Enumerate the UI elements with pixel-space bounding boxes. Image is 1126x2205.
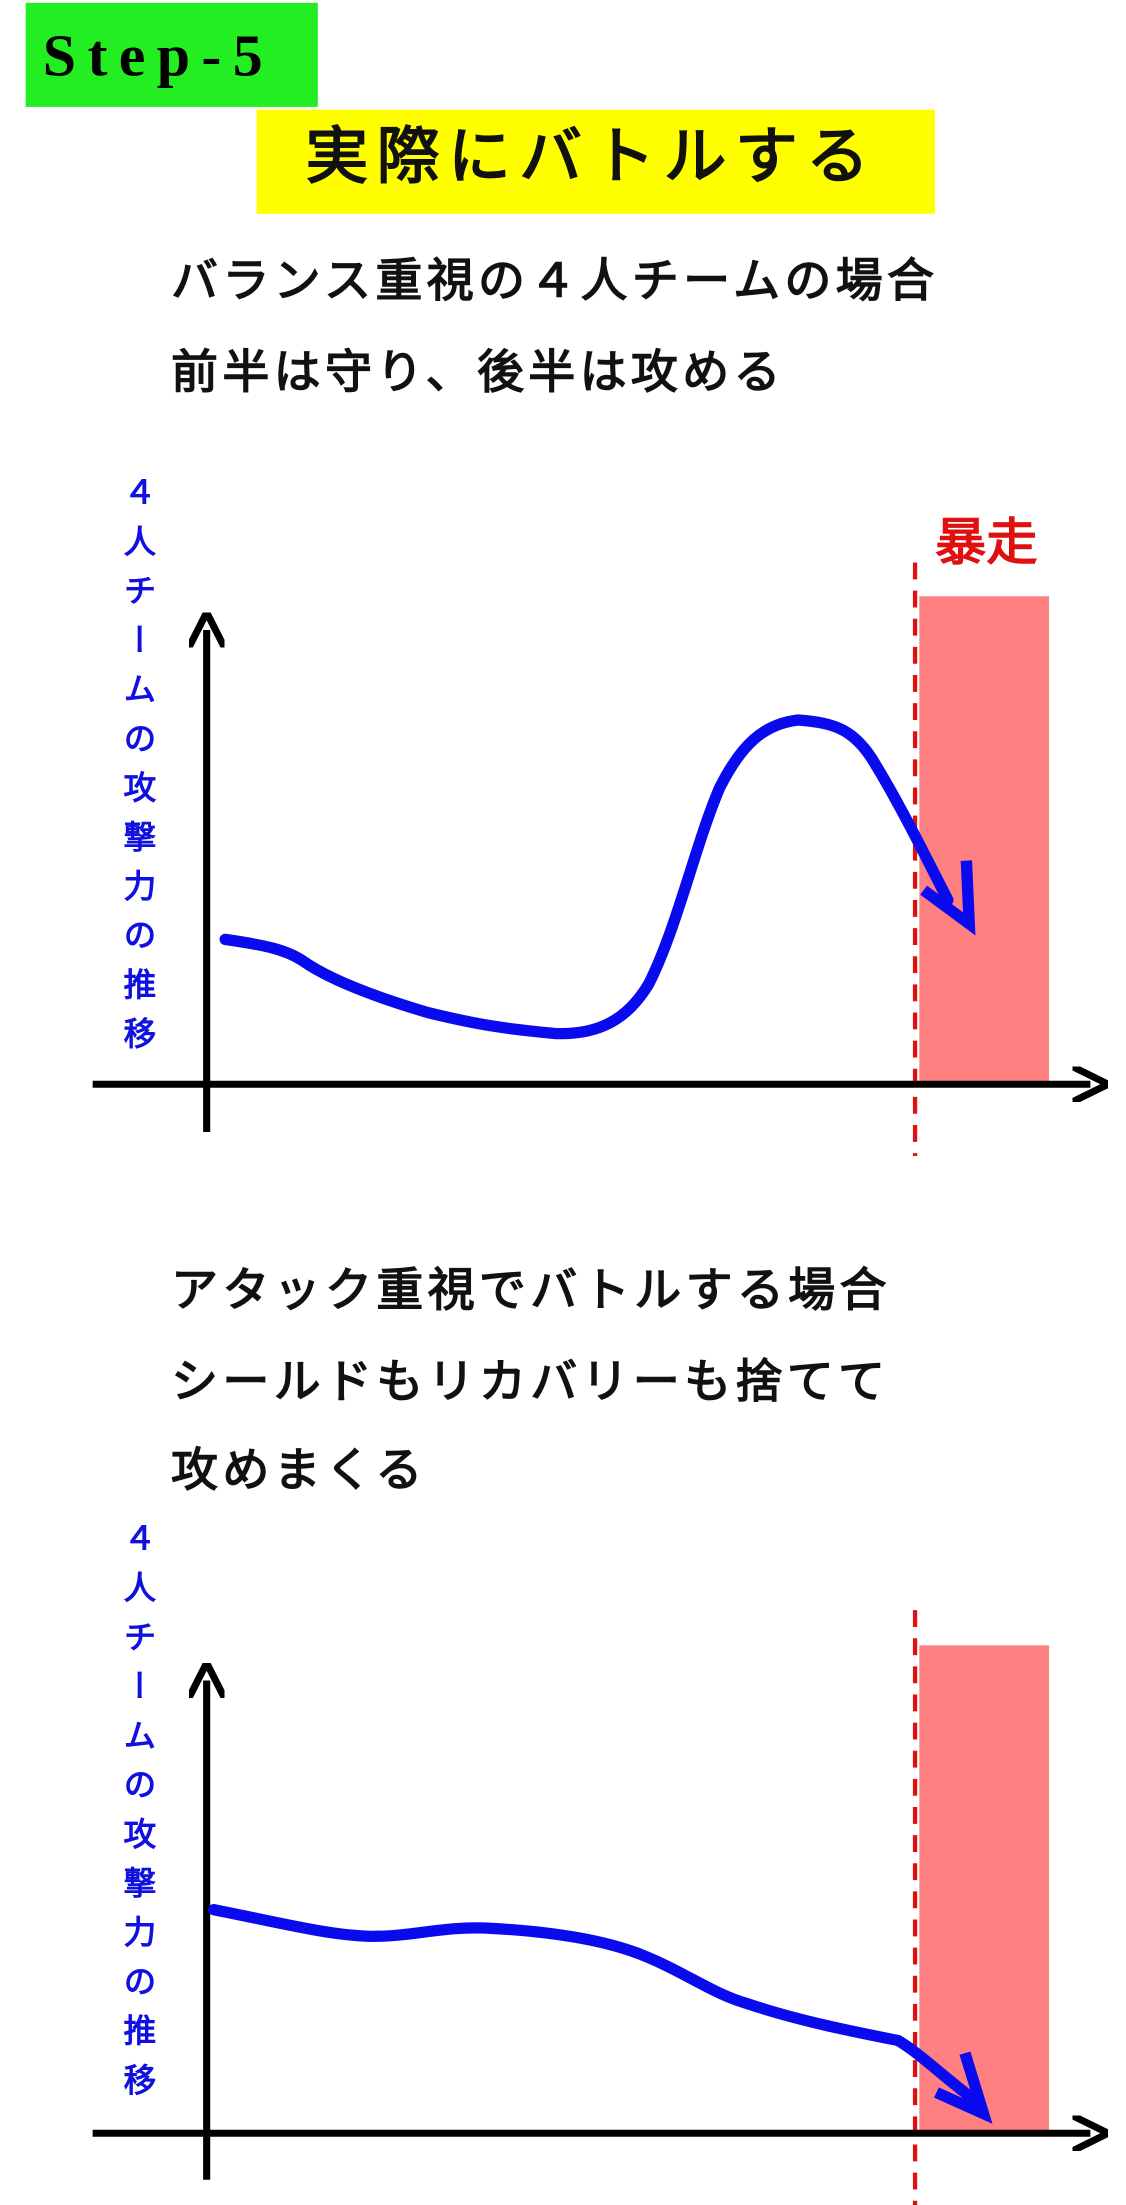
step-label: Step-5: [43, 23, 274, 89]
zone: [919, 596, 1050, 1085]
title-box: [256, 109, 936, 214]
axis-label: ４人チームの攻撃力の推移: [118, 1522, 156, 2113]
trend-curve: [208, 1904, 978, 2104]
trend-arrowhead: [934, 2051, 993, 2124]
zone: [919, 1645, 1050, 2134]
step-badge: [25, 2, 318, 107]
heading: 前半は守り、後半は攻める: [171, 346, 785, 400]
heading: バランス重視の４人チームの場合: [171, 255, 938, 309]
title: 実際にバトルする: [306, 120, 878, 193]
heading: アタック重視でバトルする場合: [171, 1264, 891, 1318]
zone-label: 暴走: [935, 514, 1038, 573]
heading: 攻めまくる: [171, 1444, 427, 1498]
trend-arrowhead: [920, 860, 976, 936]
heading: シールドもリカバリーも捨てて: [171, 1356, 889, 1410]
axis-label: ４人チームの攻撃力の推移: [118, 475, 156, 1066]
trend-curve: [219, 714, 954, 1040]
